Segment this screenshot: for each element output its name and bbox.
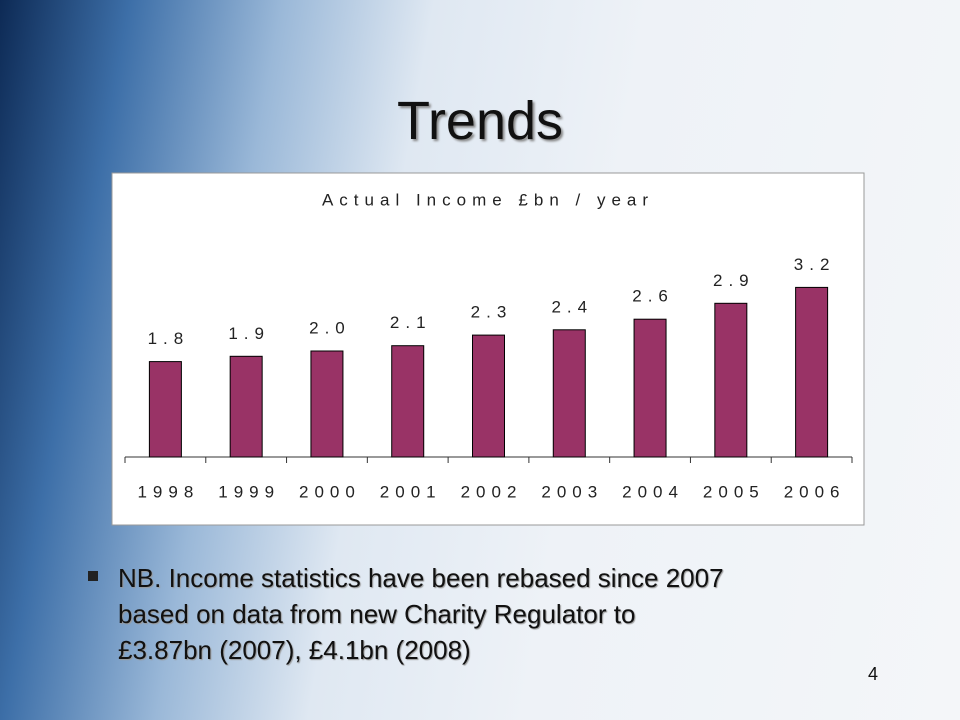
slide-title: Trends — [396, 91, 564, 151]
x-tick-label: 2000 — [299, 482, 361, 501]
x-tick-label: 2001 — [380, 482, 442, 501]
value-label: 2.9 — [713, 271, 755, 290]
note-line: £3.87bn (2007), £4.1bn (2008) — [118, 635, 471, 665]
x-tick-label: 2005 — [703, 482, 765, 501]
bar — [310, 350, 344, 458]
page-number: 4 — [868, 664, 879, 684]
bar — [472, 334, 505, 458]
value-label: 1.9 — [228, 324, 270, 343]
value-label: 2.6 — [632, 287, 674, 306]
chart-title: Actual Income £bn / year — [322, 190, 654, 209]
note-line: based on data from new Charity Regulator… — [118, 599, 636, 629]
value-label: 3.2 — [794, 255, 836, 274]
x-tick-label: 2003 — [541, 482, 603, 501]
value-label: 2.1 — [390, 313, 432, 332]
bullet — [88, 571, 98, 581]
bar — [633, 318, 667, 458]
x-tick-label: 2006 — [784, 482, 846, 501]
value-label: 2.3 — [471, 303, 513, 322]
bar — [552, 329, 586, 458]
x-tick-label: 2002 — [461, 482, 523, 501]
x-tick-label: 2004 — [622, 482, 684, 501]
value-label: 1.8 — [148, 329, 190, 348]
note: NB. Income statistics have been rebased … — [88, 560, 724, 668]
x-tick-label: 1999 — [218, 482, 280, 501]
bar — [391, 345, 425, 458]
bar — [795, 286, 829, 458]
note-line: NB. Income statistics have been rebased … — [118, 563, 724, 593]
value-label: 2.0 — [309, 318, 351, 337]
bar — [714, 302, 748, 458]
bar — [229, 355, 263, 458]
x-tick-label: 1998 — [137, 482, 199, 501]
bar — [148, 361, 182, 458]
value-label: 2.4 — [551, 297, 593, 316]
